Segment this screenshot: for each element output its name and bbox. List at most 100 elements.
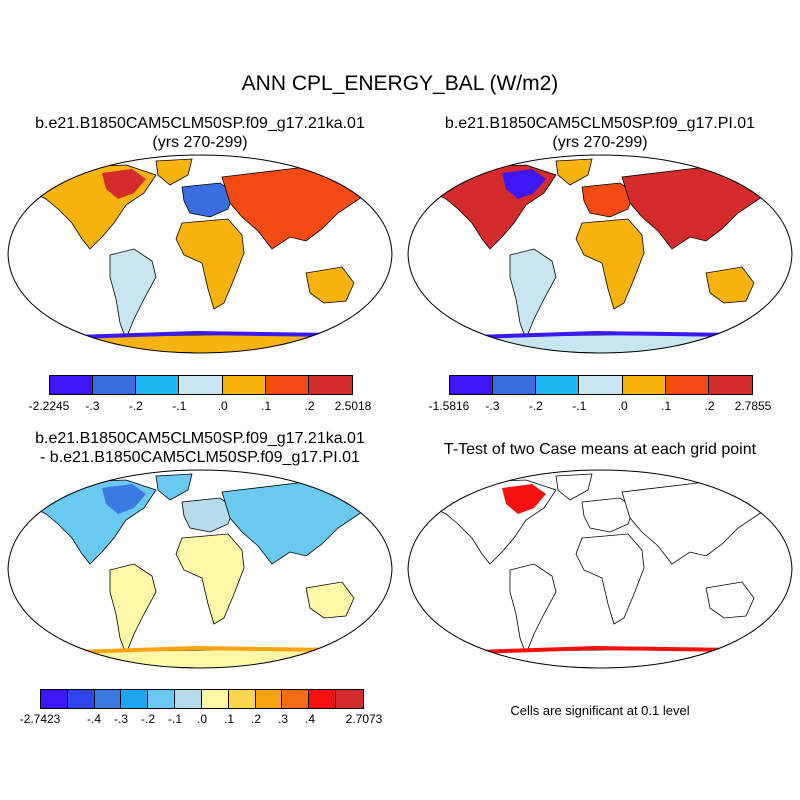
colorbar-case1-labels: -2.2245 -.3 -.2 -.1 .0 .1 .2 2.5018 [29,399,372,415]
colorbar-diff-swatch [336,690,363,708]
map-diff [7,469,393,669]
map-region-ant-edge [76,646,336,654]
map-region-south-america [109,563,157,656]
colorbar-diff-swatch [94,690,122,708]
colorbar-case1-tick-label: 2.5018 [334,399,372,413]
panel-title-case2-line1: b.e21.B1850CAM5CLM50SP.f09_g17.PI.01 [444,115,756,132]
colorbar-case2-tick-label: -.1 [572,399,587,413]
map-region-australia [305,581,355,619]
colorbar-diff-tick-label: .3 [277,712,289,726]
colorbar-diff-swatch [175,690,202,708]
colorbar-case2-tick-label: -1.5816 [428,399,470,413]
colorbar-case2-tick-label: .2 [704,399,715,413]
colorbar-case2-tick-label: 2.7855 [734,399,772,413]
map-region-north-america-hi [102,484,146,514]
map-border [7,469,393,669]
colorbar-case1-swatch [136,376,180,394]
colorbar-diff-swatch [67,690,95,708]
map-region-europe [181,497,235,533]
map-region-africa [575,218,645,310]
map-border [407,154,793,354]
map-border [7,154,393,354]
colorbar-diff-swatch [282,690,310,708]
map-region-south-america [509,563,557,656]
colorbar-case2-tick-label: -.3 [485,399,500,413]
colorbar-case1-swatch [50,376,94,394]
panel-title-diff-line1: b.e21.B1850CAM5CLM50SP.f09_g17.21ka.01 [35,430,365,447]
map-region-ant-edge [476,646,736,654]
map-region-greenland [155,473,193,501]
colorbar-diff-swatch [255,690,283,708]
colorbar-diff-tick-label: -.1 [167,712,183,726]
colorbar-diff-swatch [148,690,176,708]
colorbar-case2-tick-label: .0 [617,399,628,413]
colorbar-case1-tick-label: -2.2245 [28,399,70,413]
colorbar-diff-swatch [121,690,149,708]
colorbar-case2-swatch [536,376,580,394]
colorbar-diff-tick-label: .4 [304,712,316,726]
colorbar-case2-swatch [493,376,537,394]
map-region-australia [305,266,355,304]
colorbar-diff-tick-label: -.3 [113,712,129,726]
map-region-south-america [509,248,557,341]
colorbar-case1-tick-label: -.1 [172,399,187,413]
colorbar-case2-swatch [665,376,709,394]
panel-title-diff: b.e21.B1850CAM5CLM50SP.f09_g17.21ka.01 -… [0,429,400,467]
colorbar-case1-swatch [93,376,137,394]
colorbar-case1-swatch [265,376,309,394]
colorbar-case2 [449,375,753,395]
map-region-australia [705,266,755,304]
panel-title-case1-line1: b.e21.B1850CAM5CLM50SP.f09_g17.21ka.01 [35,115,365,132]
map-region-europe [181,182,235,218]
colorbar-case2-swatch [579,376,623,394]
panel-title-case1: b.e21.B1850CAM5CLM50SP.f09_g17.21ka.01 (… [0,114,400,152]
colorbar-case1 [49,375,353,395]
map-region-africa [175,218,245,310]
colorbar-case1-swatch [308,376,352,394]
map-case2 [407,154,793,354]
colorbar-diff-labels: -2.7423 -.4 -.3 -.2 -.1 .0 .1 .2 .3 .4 2.7073 [20,712,383,728]
colorbar-case1-swatch [179,376,223,394]
map-region-north-america-hi [502,484,546,514]
colorbar-case2-labels: -1.5816 -.3 -.2 -.1 .0 .1 .2 2.7855 [429,399,772,415]
figure-title: ANN CPL_ENERGY_BAL (W/m2) [241,72,559,95]
map-region-ant-edge [476,331,736,339]
colorbar-diff-tick-label: .2 [250,712,262,726]
map-border [407,469,793,669]
colorbar-diff-tick-label: -.2 [140,712,156,726]
colorbar-diff-swatch [309,690,337,708]
map-region-ant-edge [76,331,336,339]
colorbar-diff-tick-label: -.4 [86,712,102,726]
colorbar-diff-tick-label: 2.7073 [345,712,383,726]
colorbar-case1-tick-label: .0 [217,399,228,413]
panel-title-case1-line2: (yrs 270-299) [152,134,248,151]
panel-title-case2-line2: (yrs 270-299) [552,134,648,151]
map-region-north-america-hi [502,169,546,199]
colorbar-case2-swatch [622,376,666,394]
colorbar-case2-tick-label: .1 [661,399,672,413]
map-region-australia [705,581,755,619]
colorbar-diff-tick-label: -2.7423 [19,712,61,726]
map-ttest [407,469,793,669]
colorbar-diff [40,689,364,709]
colorbar-diff-swatch [228,690,256,708]
map-region-greenland [555,473,593,501]
colorbar-diff-tick-label: .1 [223,712,235,726]
map-region-greenland [555,158,593,186]
map-region-africa [175,533,245,625]
map-region-north-america-hi [102,169,146,199]
colorbar-case1-swatch [222,376,266,394]
panel-title-ttest-line1: T-Test of two Case means at each grid po… [443,441,757,458]
colorbar-diff-swatch [201,690,229,708]
map-case1 [7,154,393,354]
panel-title-diff-line2: - b.e21.B1850CAM5CLM50SP.f09_g17.PI.01 [40,449,360,466]
ttest-note: Cells are significant at 0.1 level [510,703,690,718]
colorbar-case1-tick-label: -.3 [85,399,100,413]
map-region-europe [581,182,635,218]
map-region-africa [575,533,645,625]
map-region-south-america [109,248,157,341]
colorbar-diff-tick-label: .0 [196,712,208,726]
colorbar-case2-tick-label: -.2 [528,399,543,413]
map-region-greenland [155,158,193,186]
colorbar-case1-tick-label: .2 [304,399,315,413]
